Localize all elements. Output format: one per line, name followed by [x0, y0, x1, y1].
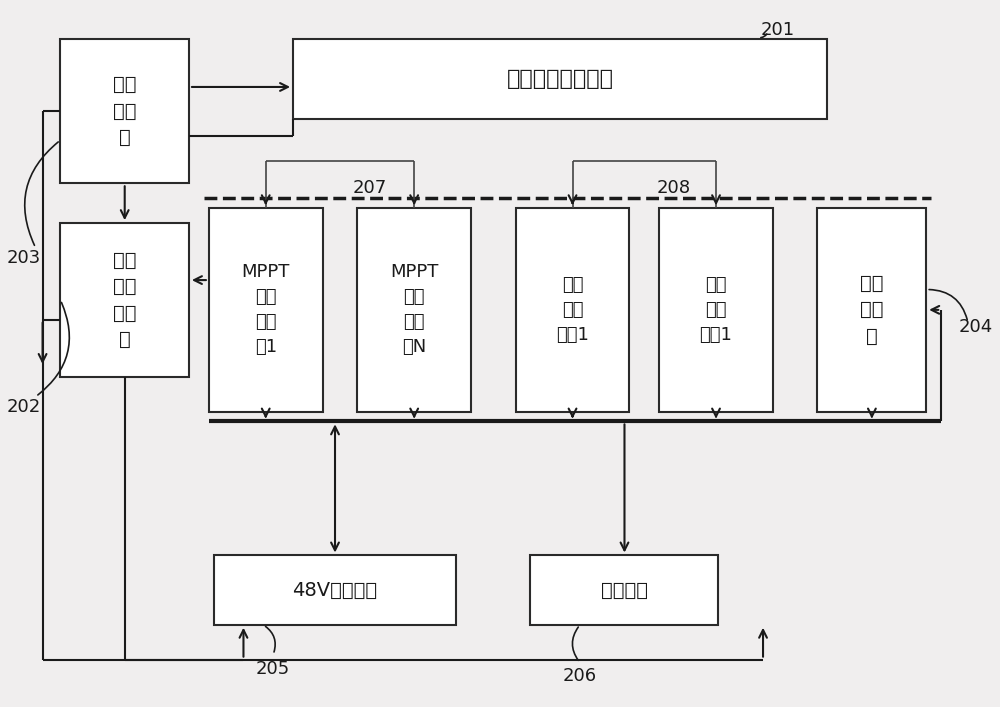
Text: 206: 206 [563, 667, 597, 686]
Bar [293, 40, 827, 119]
Text: MPPT
光伏
充电
模1: MPPT 光伏 充电 模1 [242, 263, 290, 356]
Text: 直流负载: 直流负载 [601, 580, 648, 600]
Text: 208: 208 [657, 180, 691, 197]
Text: 光伏
接入
筱: 光伏 接入 筱 [113, 76, 136, 148]
Bar [357, 208, 471, 411]
Text: 203: 203 [7, 249, 41, 267]
Text: 205: 205 [256, 660, 290, 679]
Text: 智能控制监控单元: 智能控制监控单元 [507, 69, 614, 89]
Text: 市电
充电
模块1: 市电 充电 模块1 [556, 276, 589, 344]
Text: 市电
充电
模块1: 市电 充电 模块1 [700, 276, 732, 344]
Bar [60, 223, 189, 377]
Bar [214, 556, 456, 625]
Bar [659, 208, 773, 411]
Text: 48V蓄电池组: 48V蓄电池组 [292, 580, 378, 600]
Text: 光伏
市电
切换
器: 光伏 市电 切换 器 [113, 251, 136, 349]
Text: 交流
接入
筱: 交流 接入 筱 [860, 274, 884, 346]
Bar [209, 208, 323, 411]
Bar [530, 556, 718, 625]
Bar [60, 40, 189, 183]
Bar [516, 208, 629, 411]
Text: MPPT
光伏
充电
模N: MPPT 光伏 充电 模N [390, 263, 438, 356]
Text: 204: 204 [959, 318, 993, 337]
Text: 202: 202 [7, 397, 41, 416]
Text: 207: 207 [353, 180, 387, 197]
Text: 201: 201 [761, 21, 795, 39]
Bar [817, 208, 926, 411]
